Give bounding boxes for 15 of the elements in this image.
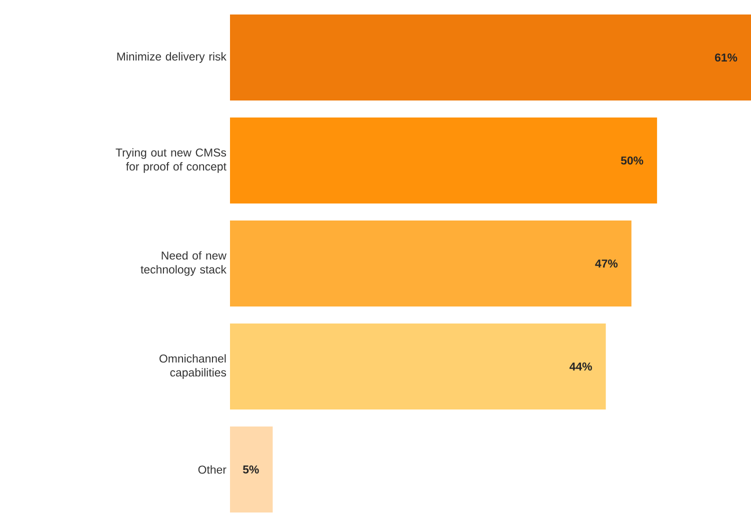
data-label: 5% — [242, 465, 259, 474]
data-label: 61% — [714, 53, 738, 62]
bar — [230, 426, 273, 513]
y-tick-label: Omnichannel capabilities — [160, 354, 226, 379]
y-tick-label: Minimize delivery risk — [117, 52, 226, 63]
y-tick-label: Need of new technology stack — [140, 251, 226, 276]
data-label: 50% — [620, 156, 644, 165]
bar — [230, 118, 658, 204]
data-label: 44% — [570, 362, 592, 371]
y-tick-label: Trying out new CMSs for proof of concept — [116, 148, 226, 173]
bar — [230, 324, 606, 410]
bar — [230, 220, 632, 307]
data-label: 47% — [595, 259, 618, 268]
bar — [230, 14, 751, 101]
y-tick-label: Other — [198, 465, 226, 474]
